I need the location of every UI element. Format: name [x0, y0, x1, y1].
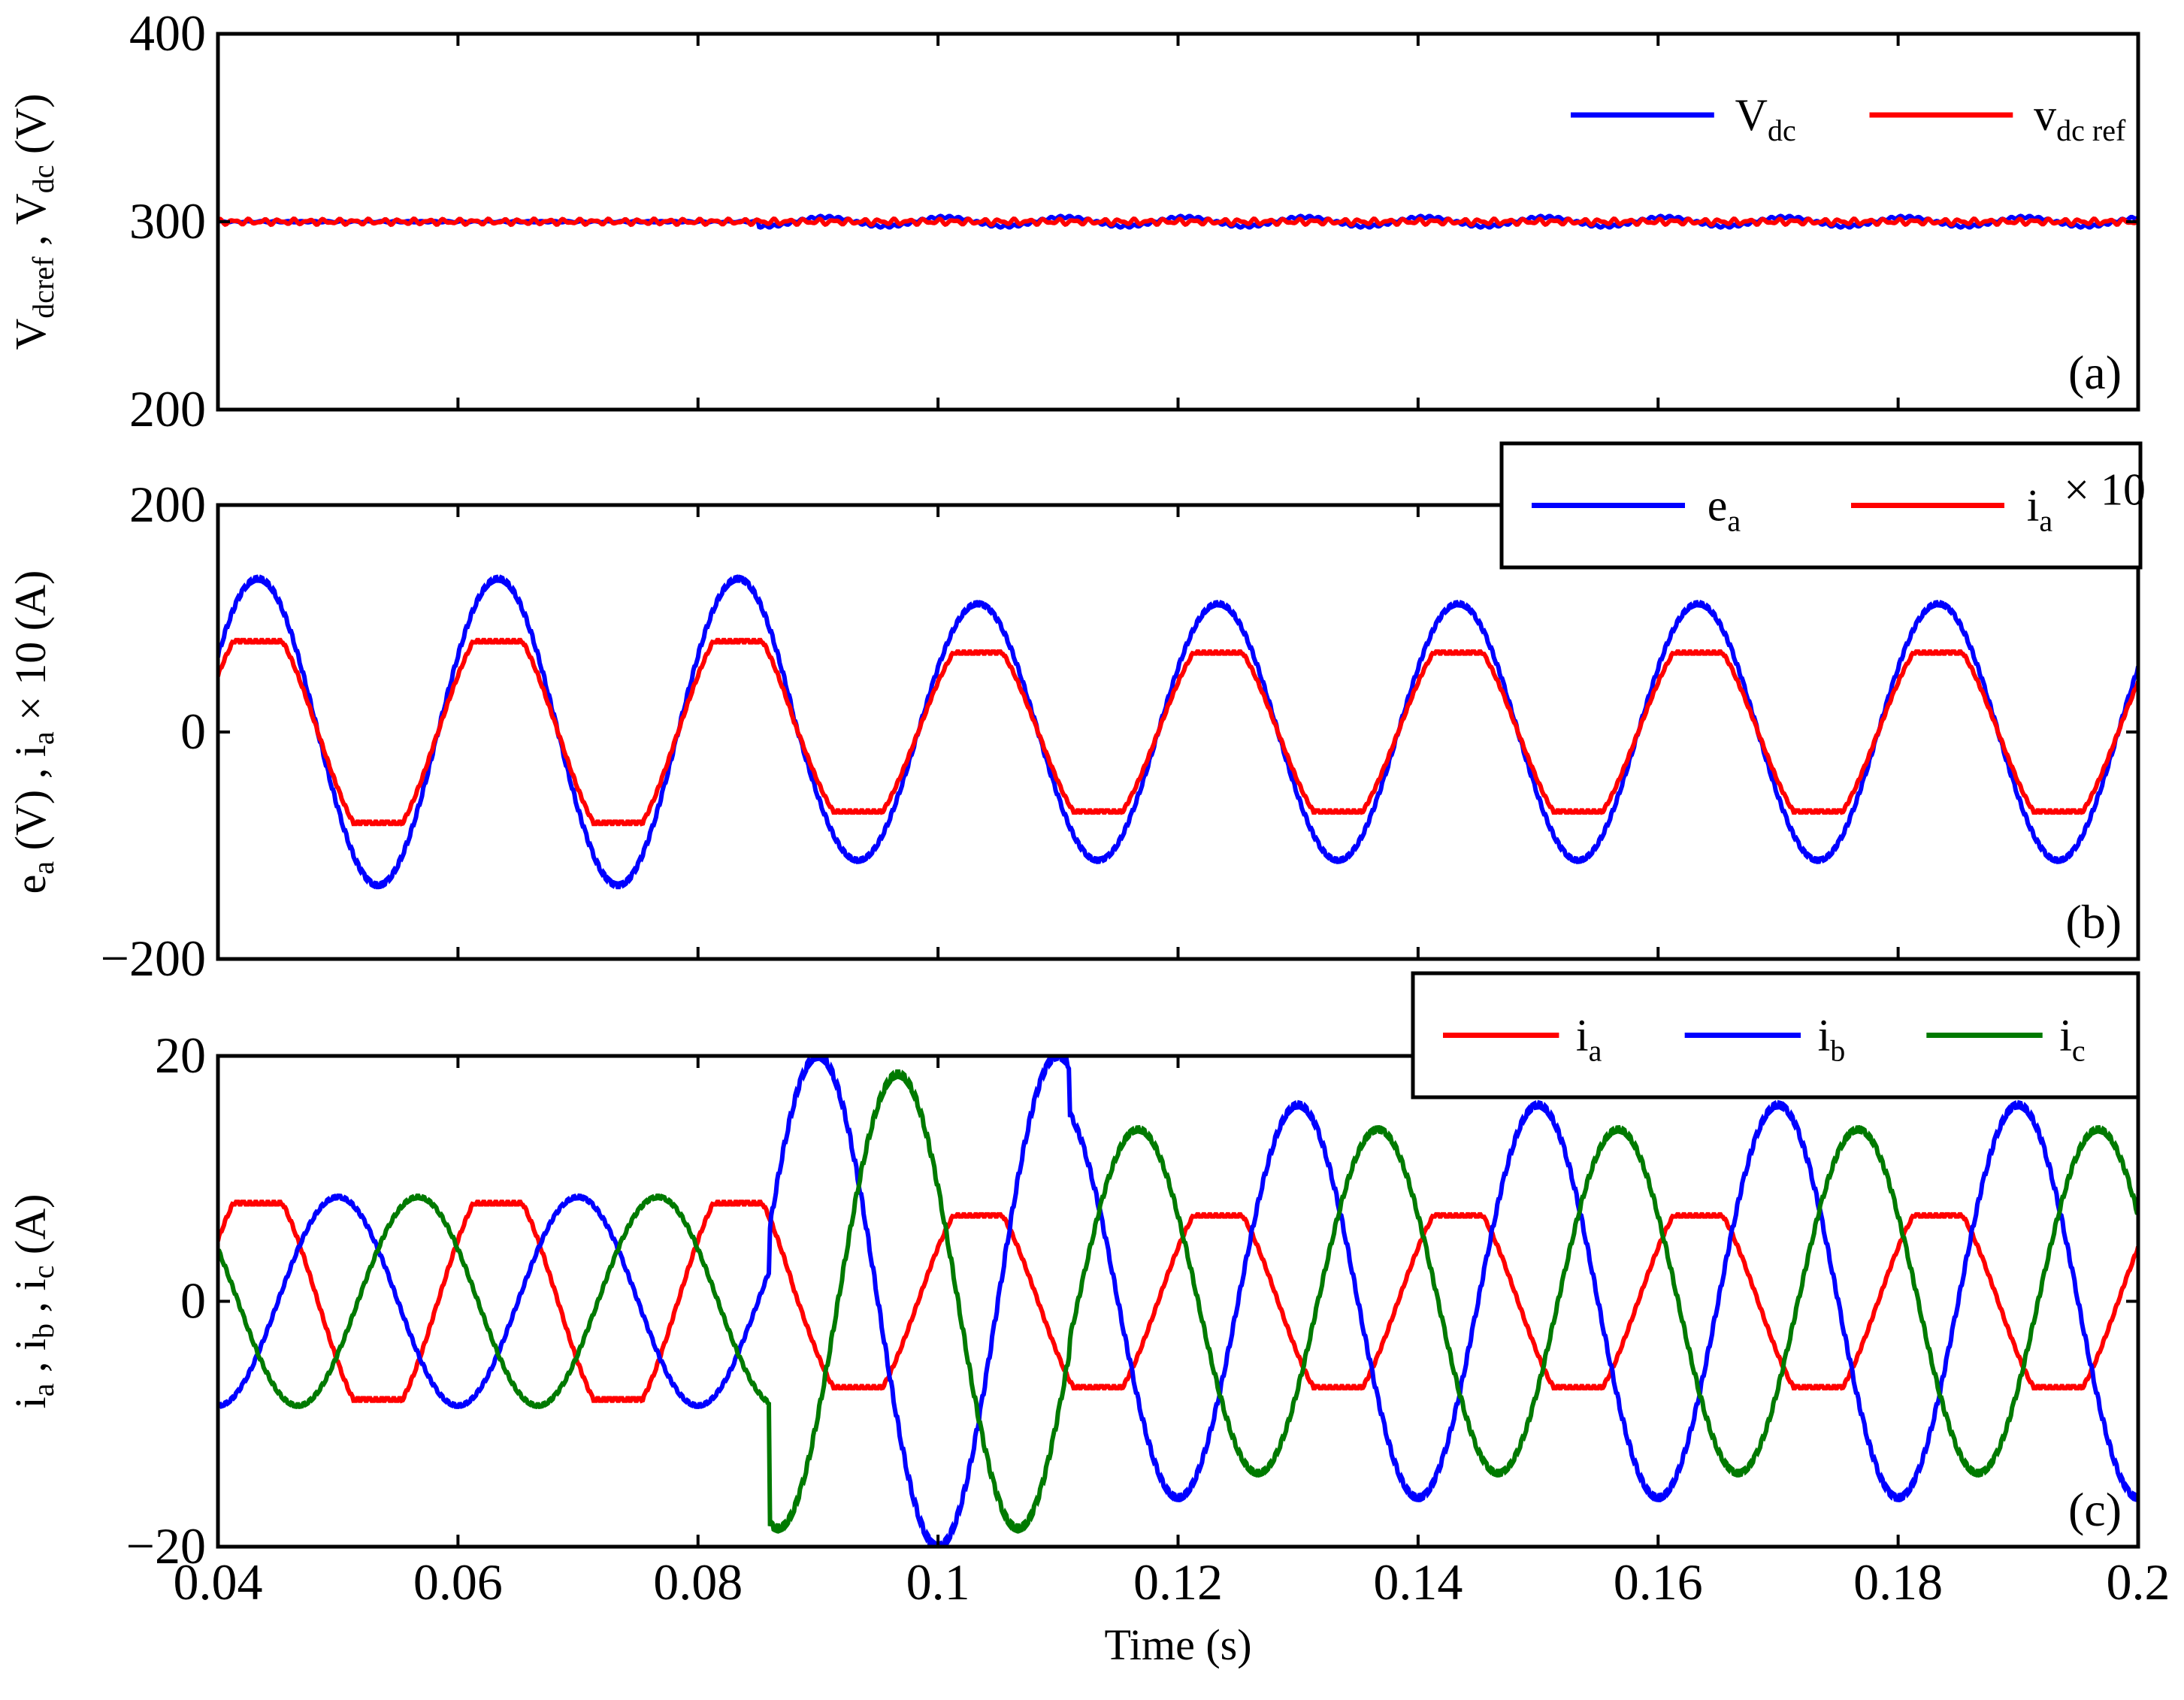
- series-line-v-dc-ref: [218, 216, 2138, 228]
- x-tick-label: 0.12: [1133, 1553, 1223, 1611]
- legend: ia ib ic: [1411, 971, 2140, 1100]
- series-line-i-b: [218, 1056, 2138, 1547]
- x-tick-label: 0.1: [906, 1553, 970, 1611]
- panel-c: −20 0 20 0.04 0.06 0.08 0.1 0.12 0.14 0.16 0.18 0.2…: [6, 971, 2170, 1669]
- x-tick-label: 0.08: [653, 1553, 743, 1611]
- legend-label: vdc ref: [2034, 90, 2126, 147]
- panel-label: (a): [2068, 346, 2122, 399]
- panel-a: 200 300 400 Vdcref , Vdc (V) (a) Vdc vdc ref: [6, 5, 2140, 437]
- legend-label: ea: [1708, 481, 1741, 538]
- legend-label: ib: [1818, 1011, 1846, 1068]
- x-axis-title: Time (s): [1104, 1620, 1251, 1669]
- series-line-e-a: [218, 574, 2138, 890]
- x-tick-label: 0.14: [1373, 1553, 1463, 1611]
- legend-label: ia × 10: [2027, 465, 2146, 538]
- panel-label: (c): [2068, 1483, 2122, 1536]
- y-tick-label: 400: [129, 5, 206, 62]
- legend: ea ia × 10: [1499, 441, 2146, 570]
- y-axis-title: Vdcref , Vdc (V): [6, 93, 60, 349]
- x-tick-label: 0.16: [1614, 1553, 1703, 1611]
- y-tick-label: 0: [180, 703, 206, 760]
- legend-label: ia: [1576, 1011, 1602, 1068]
- legend-label: ic: [2059, 1011, 2085, 1068]
- series-line-i-a-10: [218, 637, 2138, 827]
- y-tick-label: −20: [126, 1517, 206, 1574]
- x-tick-label: 0.06: [413, 1553, 503, 1611]
- legend: Vdc vdc ref: [1571, 90, 2126, 147]
- x-tick-label: 0.2: [2107, 1553, 2170, 1611]
- panel-label: (b): [2065, 895, 2122, 948]
- series-line-i-a: [218, 1199, 2138, 1404]
- series-line-i-c: [218, 1069, 2138, 1534]
- y-tick-label: 300: [129, 192, 206, 250]
- plot-frame: [216, 503, 2140, 961]
- legend-label: Vdc: [1735, 90, 1796, 147]
- panel-b: −200 0 200 ea (V) , ia × 10 (A) (b) ea ia × 10: [6, 441, 2146, 987]
- y-tick-label: 200: [129, 380, 206, 437]
- y-tick-label: 0: [180, 1272, 206, 1329]
- y-axis-title: ea (V) , ia × 10 (A): [6, 570, 60, 894]
- y-tick-label: 20: [155, 1027, 206, 1084]
- x-tick-label: 0.04: [174, 1553, 263, 1611]
- y-tick-label: 200: [129, 476, 206, 533]
- x-tick-label: 0.18: [1853, 1553, 1943, 1611]
- y-axis-title: ia , ib , ic (A): [6, 1194, 60, 1409]
- y-tick-label: −200: [101, 930, 206, 987]
